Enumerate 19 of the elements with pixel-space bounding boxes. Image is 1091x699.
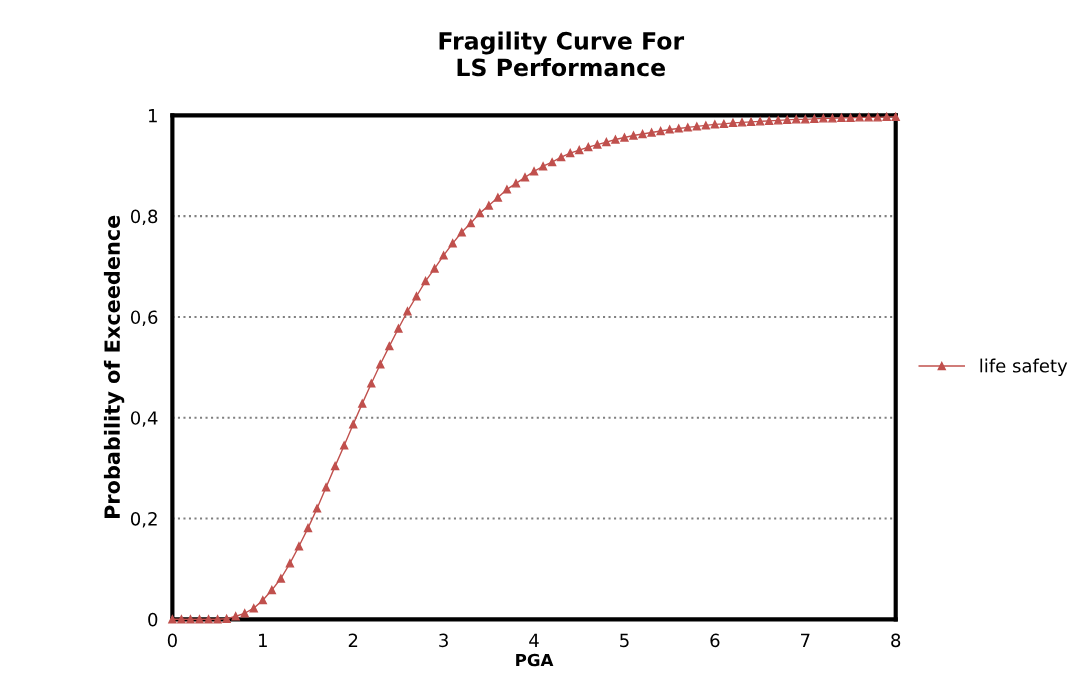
y-tick-label: 0,2 — [130, 511, 157, 528]
y-tick-label: 1 — [148, 109, 157, 123]
y-axis-title: Probability of Exceedence — [103, 215, 125, 519]
y-tick-label: 0,4 — [130, 411, 158, 427]
x-tick-label: 8 — [891, 633, 901, 648]
x-tick-label: 2 — [348, 633, 358, 647]
x-tick-label: 4 — [529, 633, 539, 647]
x-tick-label: 0 — [167, 633, 177, 648]
y-tick-label: 0,8 — [130, 209, 158, 226]
y-tick-label: 0,6 — [130, 310, 158, 326]
x-tick-label: 1 — [259, 633, 267, 647]
x-tick-label: 3 — [439, 633, 448, 648]
x-axis-title: PGA — [516, 653, 554, 667]
legend-label: life safety — [980, 358, 1068, 377]
x-tick-label: 5 — [620, 633, 629, 648]
x-tick-label: 7 — [801, 633, 810, 647]
chart-title: Fragility Curve For LS Performance — [439, 31, 685, 77]
x-tick-label: 6 — [710, 633, 720, 648]
y-tick-label: 0 — [148, 612, 158, 627]
